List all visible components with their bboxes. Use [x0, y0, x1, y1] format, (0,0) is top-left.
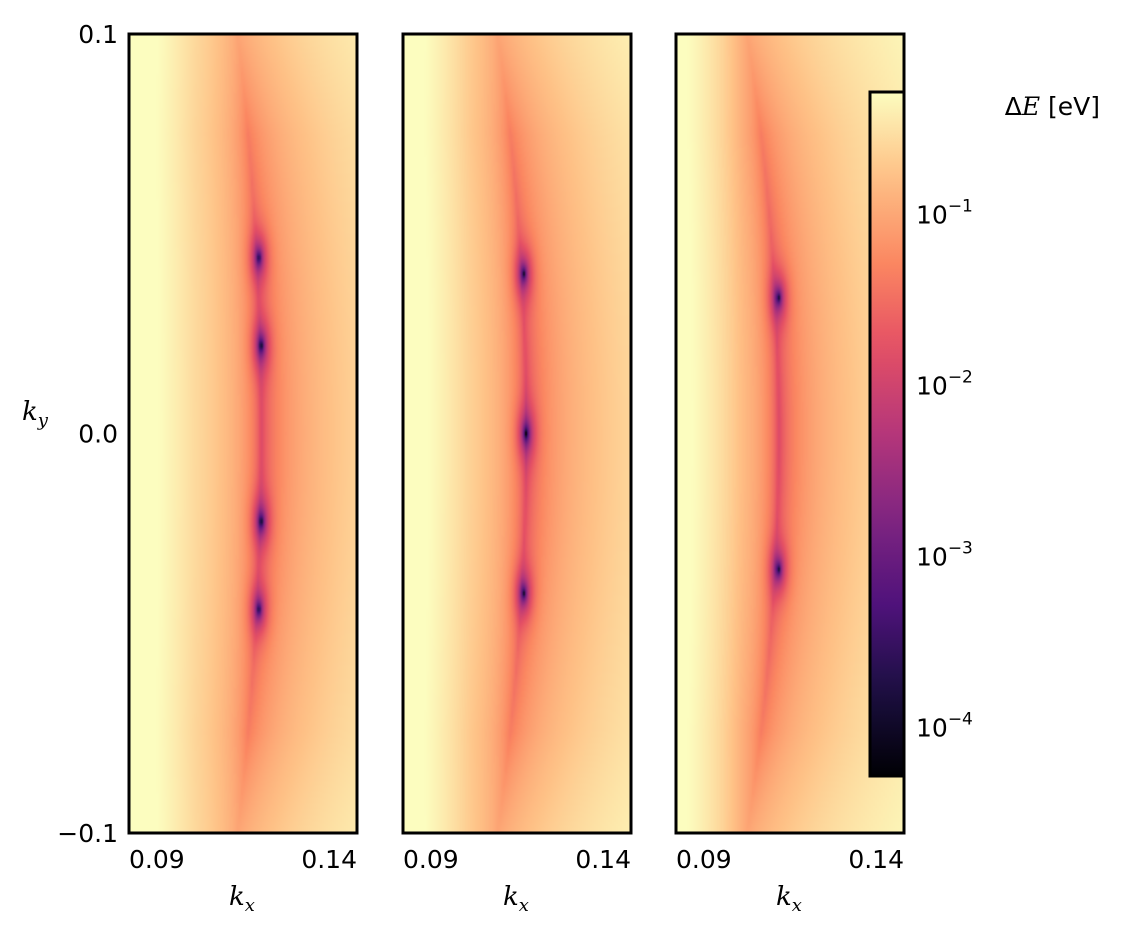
x-tick-label: 0.14: [301, 845, 357, 874]
colorbar: 10−1 10−2 10−3 10−4 ΔE [eV]: [868, 90, 1100, 778]
y-tick-label: 0.0: [78, 420, 118, 449]
x-axis-label: kx: [229, 882, 255, 916]
y-tick-label: −0.1: [57, 819, 118, 848]
x-axis-label: kx: [776, 882, 802, 916]
panel-frame-2: [401, 32, 633, 835]
x-tick-label: 0.14: [575, 845, 631, 874]
colorbar-frame: [868, 90, 906, 778]
colorbar-label: ΔE [eV]: [1005, 92, 1100, 121]
colorbar-tick-label: 10−2: [916, 368, 973, 401]
x-tick-label: 0.09: [129, 845, 185, 874]
x-axis-label: kx: [503, 882, 529, 916]
colorbar-gradient: [870, 92, 904, 776]
y-axis-label: ky: [22, 397, 49, 431]
heatmap-panel-3: [676, 34, 904, 833]
colorbar-tick-label: 10−3: [916, 539, 973, 572]
x-tick-label: 0.09: [676, 845, 732, 874]
x-tick-label: 0.14: [848, 845, 904, 874]
heatmap-panel-1: [129, 34, 357, 833]
panel-frame-1: [127, 32, 359, 835]
colorbar-tick-label: 10−1: [916, 197, 973, 230]
heatmap-panel-2: [403, 34, 631, 833]
x-tick-label: 0.09: [403, 845, 459, 874]
heatmap-panels: [129, 34, 904, 833]
colorbar-tick-label: 10−4: [916, 710, 973, 743]
y-tick-label: 0.1: [78, 20, 118, 49]
